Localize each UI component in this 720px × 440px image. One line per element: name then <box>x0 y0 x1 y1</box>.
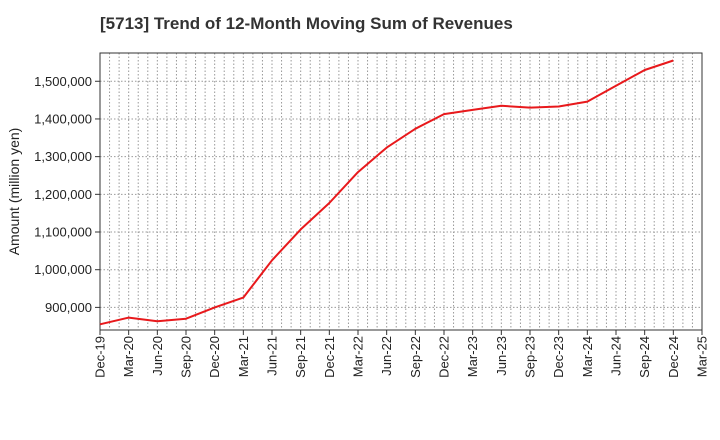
y-tick-label: 1,200,000 <box>34 187 92 202</box>
x-tick-label: Jun-23 <box>494 336 509 376</box>
series-line-revenue <box>99 59 674 326</box>
x-tick-label: Dec-19 <box>93 336 108 378</box>
grid <box>100 53 702 330</box>
x-tick-label: Sep-21 <box>293 336 308 378</box>
y-axis-label: Amount (million yen) <box>6 128 22 256</box>
y-tick-label: 900,000 <box>45 300 92 315</box>
y-tick-label: 1,000,000 <box>34 262 92 277</box>
x-tick-label: Mar-24 <box>580 336 595 377</box>
x-tick-label: Dec-23 <box>551 336 566 378</box>
y-tick-label: 1,100,000 <box>34 225 92 240</box>
x-tick-label: Sep-23 <box>523 336 538 378</box>
x-tick-label: Dec-22 <box>437 336 452 378</box>
x-tick-label: Mar-23 <box>465 336 480 377</box>
x-tick-label: Mar-20 <box>121 336 136 377</box>
y-tick-label: 1,400,000 <box>34 111 92 126</box>
x-tick-label: Sep-20 <box>179 336 194 378</box>
x-tick-label: Dec-21 <box>322 336 337 378</box>
y-tick-label: 1,500,000 <box>34 74 92 89</box>
x-tick-label: Sep-22 <box>408 336 423 378</box>
x-tick-label: Jun-22 <box>379 336 394 376</box>
y-axis: 900,000 1,000,000 1,100,000 1,200,000 1,300,… <box>34 74 100 315</box>
plot-frame <box>99 52 703 331</box>
x-tick-label: Mar-21 <box>236 336 251 377</box>
chart-title: [5713] Trend of 12-Month Moving Sum of R… <box>100 14 513 33</box>
x-tick-label: Mar-22 <box>351 336 366 377</box>
x-tick-label: Sep-24 <box>637 336 652 378</box>
x-axis: Dec-19 Mar-20 Jun-20 Sep-20 Dec-20 Mar-21 Jun-… <box>93 330 710 378</box>
x-tick-label: Jun-21 <box>265 336 280 376</box>
x-tick-label: Dec-24 <box>666 336 681 378</box>
x-tick-label: Jun-24 <box>609 336 624 376</box>
y-tick-label: 1,300,000 <box>34 149 92 164</box>
x-tick-label: Dec-20 <box>207 336 222 378</box>
x-tick-label: Mar-25 <box>695 336 710 377</box>
x-tick-label: Jun-20 <box>150 336 165 376</box>
